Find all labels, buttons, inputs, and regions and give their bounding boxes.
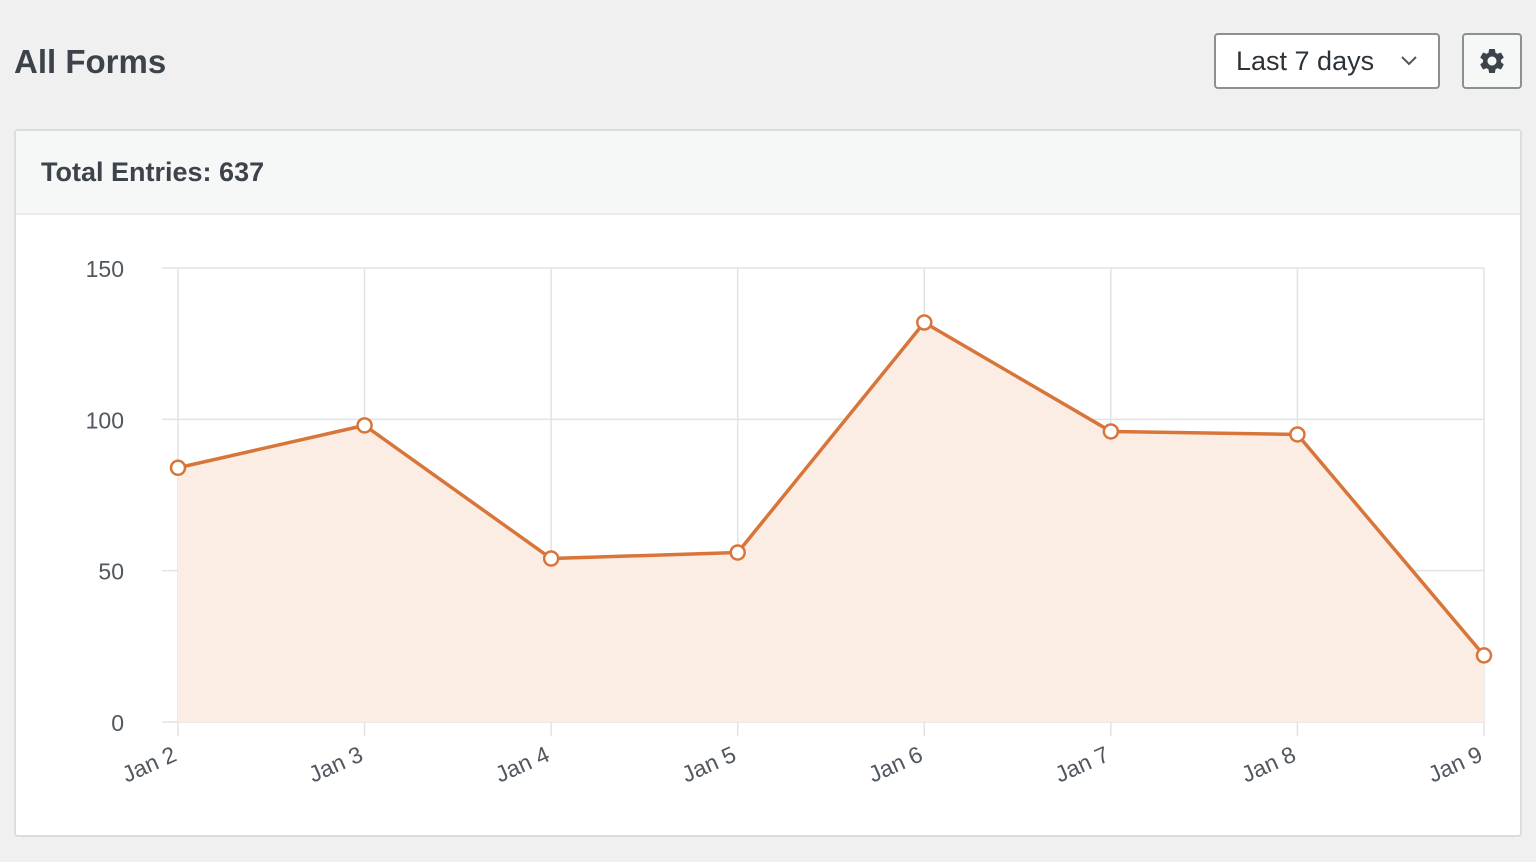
date-range-select-value: Last 7 days <box>1236 45 1375 76</box>
x-tick-label: Jan 4 <box>491 741 553 788</box>
data-point <box>729 544 746 561</box>
settings-button[interactable] <box>1462 33 1522 89</box>
y-tick-label: 150 <box>86 256 124 282</box>
y-tick-label: 100 <box>86 407 124 433</box>
total-entries-label: Total Entries: <box>41 156 212 187</box>
series-area <box>178 322 1484 722</box>
data-point <box>1475 647 1493 664</box>
x-tick-label: Jan 5 <box>678 741 740 788</box>
data-point <box>169 459 187 477</box>
data-point <box>1289 426 1306 443</box>
series-line <box>177 320 1486 657</box>
date-range-select[interactable]: Last 7 days <box>1214 33 1440 89</box>
page-title: All Forms <box>14 43 167 80</box>
x-tick-label: Jan 3 <box>305 741 367 788</box>
data-point <box>1102 423 1120 440</box>
x-tick-label: Jan 6 <box>864 741 926 788</box>
x-tick-label: Jan 2 <box>118 741 180 788</box>
chevron-down-icon <box>1401 56 1417 66</box>
data-point <box>356 417 373 434</box>
data-point <box>542 550 560 567</box>
y-tick-label: 0 <box>111 710 124 736</box>
x-tick-label: Jan 9 <box>1424 741 1486 788</box>
x-tick-label: Jan 7 <box>1051 741 1113 788</box>
y-tick-label: 50 <box>98 559 124 585</box>
x-tick-label: Jan 8 <box>1237 741 1299 788</box>
total-entries-value: 637 <box>219 156 265 187</box>
card-header: Total Entries: 637 <box>16 131 1520 215</box>
data-point <box>916 314 933 331</box>
gear-icon <box>1480 48 1504 73</box>
